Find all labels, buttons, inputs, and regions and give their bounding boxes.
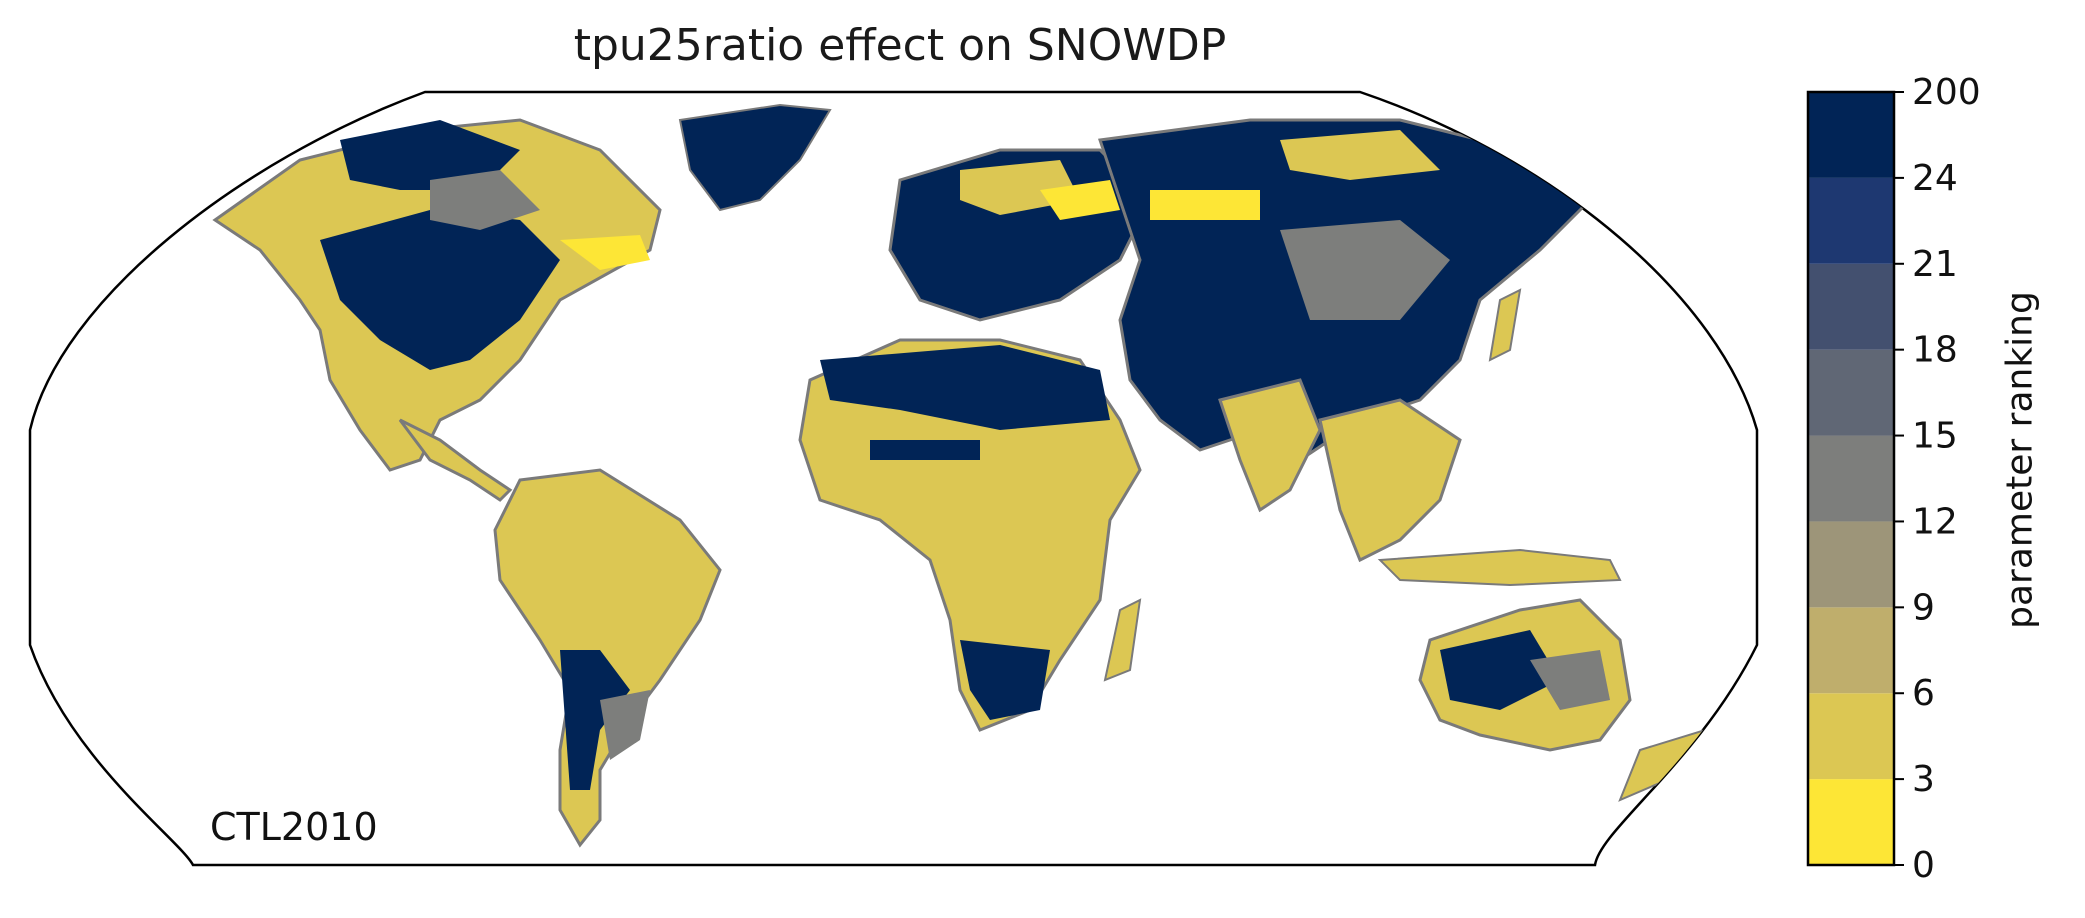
asia-yellow [1280,130,1440,180]
asia-grey [1280,220,1450,320]
colorbar-tick-label: 12 [1912,501,1958,542]
africa-sahel-dark [870,440,980,460]
north-america-bright [560,235,650,270]
australia-grey [1530,650,1610,710]
asia-bright [1150,190,1260,220]
south-america-dark [560,650,630,790]
japan [1488,288,1522,362]
colorbar-tick-label: 0 [1912,845,1935,886]
africa-south-dark [960,640,1050,720]
north-america-grey [430,170,540,230]
case-label: CTL2010 [210,805,378,849]
colorbar-tick-label: 15 [1912,416,1958,457]
north-america-dark-2 [340,120,520,190]
central-america [398,418,513,502]
greenland [678,103,832,212]
india [1218,378,1322,513]
colorbar-segment [1808,435,1894,522]
south-america [493,468,722,848]
colorbar-segment [1808,521,1894,608]
colorbar-segment [1808,177,1894,264]
africa [798,338,1142,732]
colorbar-tick-label: 24 [1912,158,1958,199]
colorbar-tick-label: 200 [1912,72,1981,113]
colorbar-segment [1808,92,1894,178]
colorbar-segment [1808,607,1894,694]
colorbar-tick-label: 6 [1912,673,1935,714]
indonesia [1377,548,1622,587]
colorbar-tick-label: 21 [1912,244,1958,285]
australia-dark [1440,630,1560,710]
southeast-asia [1318,398,1462,563]
europe-bright [1040,180,1120,220]
south-america-grey [600,690,650,760]
map-title: tpu25ratio effect on SNOWDP [573,20,1227,71]
africa-sahara-dark [820,345,1110,430]
colorbar-tick-label: 9 [1912,587,1935,628]
colorbar-tick-label: 3 [1912,759,1935,800]
colorbar-segment [1808,693,1894,780]
colorbar-border [1806,90,1896,867]
colorbar-segment [1808,263,1894,350]
colorbar: 0 3 6 9 12 15 18 21 24 200 [1806,72,1981,886]
colorbar-tick-label: 18 [1912,330,1958,371]
madagascar [1103,598,1142,682]
colorbar-segment [1808,779,1894,865]
colorbar-label: parameter ranking [1999,291,2041,629]
colorbar-segment [1808,349,1894,436]
north-america-dark-1 [320,210,560,370]
